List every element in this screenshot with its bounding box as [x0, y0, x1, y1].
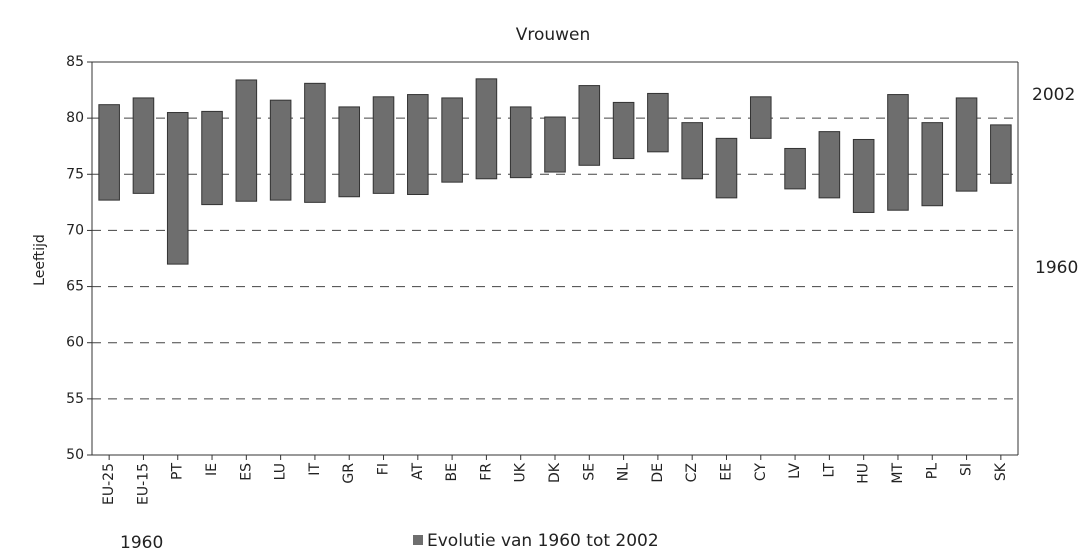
- bar: [338, 106, 361, 198]
- y-axis-label: Leeftijd: [32, 234, 48, 286]
- annotation: 1960: [120, 533, 163, 553]
- bar: [681, 122, 703, 180]
- bar: [544, 116, 566, 173]
- x-tick-label: IT: [307, 463, 323, 476]
- x-tick-label: FR: [478, 463, 494, 481]
- bar: [715, 137, 738, 199]
- x-tick-label: SK: [993, 462, 1009, 481]
- bar: [990, 124, 1012, 184]
- x-tick-label: HU: [856, 463, 872, 484]
- x-tick-label: SI: [959, 463, 975, 476]
- bar: [818, 131, 841, 199]
- bar: [475, 78, 498, 180]
- bar: [955, 97, 978, 192]
- y-tick-label: 85: [66, 54, 84, 70]
- x-tick-label: LT: [821, 463, 837, 478]
- bar: [887, 94, 909, 211]
- bar: [578, 85, 601, 166]
- x-tick-label: SE: [581, 463, 597, 481]
- y-tick-label: 70: [66, 222, 84, 238]
- bar: [372, 96, 395, 194]
- x-tick-label: PL: [924, 463, 940, 479]
- bar: [304, 82, 326, 203]
- x-tick-label: DE: [650, 463, 666, 483]
- x-tick-label: IE: [204, 463, 220, 476]
- annotation: 1960: [1035, 258, 1078, 278]
- legend-swatch: [413, 535, 423, 545]
- bar: [852, 138, 875, 213]
- x-tick-label: FI: [376, 463, 392, 475]
- y-tick-label: 80: [66, 110, 84, 126]
- x-tick-label: DK: [547, 462, 563, 483]
- x-tick-label: PT: [170, 463, 186, 480]
- x-tick-label: UK: [513, 462, 529, 482]
- bar: [166, 112, 189, 265]
- bar: [235, 79, 258, 202]
- bar: [509, 106, 532, 179]
- x-tick-label: EU-15: [135, 463, 151, 505]
- bar: [921, 122, 944, 207]
- y-tick-label: 75: [66, 166, 84, 182]
- x-tick-label: CZ: [684, 463, 700, 482]
- bar: [269, 99, 292, 201]
- annotation: 2002: [1032, 85, 1075, 105]
- x-tick-label: ES: [238, 463, 254, 481]
- legend-label: Evolutie van 1960 tot 2002: [427, 531, 659, 551]
- y-tick-label: 60: [66, 335, 84, 351]
- x-tick-label: MT: [890, 463, 906, 484]
- bar: [441, 97, 463, 183]
- x-tick-label: LU: [273, 463, 289, 480]
- x-tick-label: NL: [616, 463, 632, 481]
- y-tick-label: 65: [66, 279, 84, 295]
- bar: [647, 92, 669, 153]
- bar: [784, 147, 806, 190]
- bar: [201, 110, 223, 206]
- x-tick-label: EE: [718, 463, 734, 481]
- x-tick-label: AT: [410, 463, 426, 480]
- bar: [612, 101, 635, 160]
- x-tick-label: EU-25: [101, 463, 117, 505]
- x-tick-label: GR: [341, 463, 357, 484]
- x-tick-label: LV: [787, 463, 803, 479]
- bar: [98, 104, 120, 201]
- bar: [132, 97, 155, 194]
- x-tick-label: CY: [753, 463, 769, 482]
- y-tick-label: 55: [66, 391, 84, 407]
- y-tick-label: 50: [66, 447, 84, 463]
- bar: [749, 96, 772, 139]
- x-tick-label: BE: [444, 463, 460, 481]
- bar: [407, 94, 429, 195]
- chart-title: Vrouwen: [516, 25, 591, 45]
